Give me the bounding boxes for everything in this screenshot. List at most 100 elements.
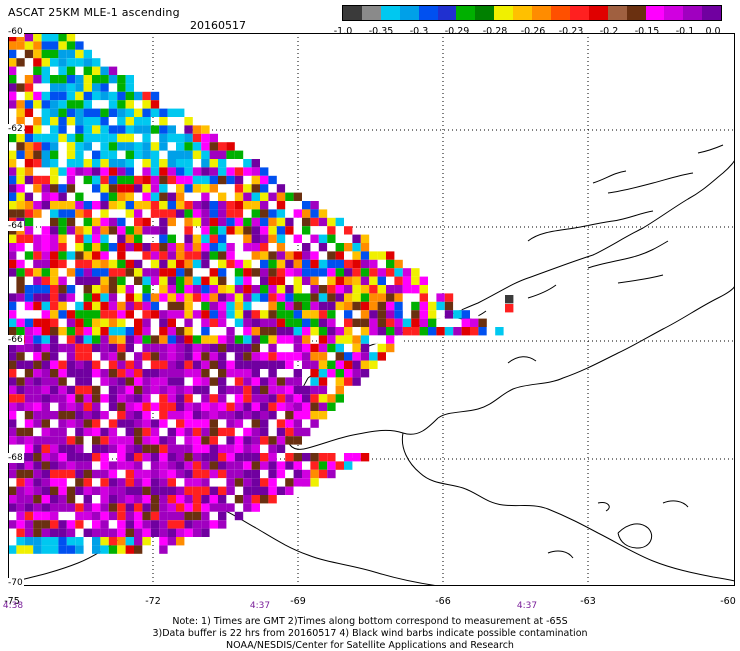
wind-cell: [293, 411, 302, 420]
wind-cell: [41, 251, 50, 260]
wind-cell: [16, 201, 25, 210]
wind-cell: [327, 469, 336, 479]
wind-cell: [50, 58, 59, 67]
wind-cell: [50, 276, 59, 285]
wind-cell: [260, 461, 269, 470]
wind-cell: [167, 369, 176, 378]
wind-cell: [41, 537, 50, 546]
wind-cell: [201, 293, 210, 302]
wind-cell: [142, 537, 151, 546]
wind-cell: [16, 285, 25, 294]
wind-cell: [58, 117, 67, 126]
wind-cell: [41, 377, 50, 386]
wind-cell: [24, 436, 34, 445]
wind-cell: [16, 293, 25, 302]
wind-cell: [159, 453, 168, 462]
wind-cell: [276, 427, 286, 437]
wind-cell: [150, 226, 160, 235]
wind-cell: [226, 150, 235, 159]
wind-cell: [234, 217, 244, 227]
wind-cell: [344, 360, 353, 369]
wind-cell: [335, 394, 344, 403]
wind-cell: [58, 545, 67, 554]
wind-cell: [360, 276, 370, 285]
wind-cell: [41, 486, 50, 495]
wind-cell: [8, 234, 17, 243]
colorbar-label: -0.23: [558, 26, 584, 37]
wind-cell: [243, 192, 252, 201]
wind-cell: [344, 453, 353, 462]
wind-cell: [226, 478, 235, 487]
wind-cell: [50, 41, 59, 50]
wind-cell: [100, 217, 109, 227]
wind-cell: [209, 251, 218, 260]
wind-cell: [184, 503, 193, 512]
wind-cell: [16, 511, 25, 521]
wind-cell: [335, 243, 344, 252]
wind-cell: [24, 343, 34, 353]
wind-cell: [16, 83, 25, 92]
wind-cell: [234, 159, 244, 168]
wind-cell: [184, 192, 193, 201]
wind-cell: [41, 360, 50, 369]
wind-cell: [251, 419, 260, 428]
wind-cell: [142, 243, 151, 252]
wind-cell: [218, 478, 227, 487]
wind-cell: [411, 268, 420, 277]
wind-cell: [75, 100, 84, 109]
wind-cell: [386, 285, 395, 294]
wind-cell: [33, 436, 42, 445]
wind-cell: [192, 503, 202, 512]
wind-cell: [16, 327, 25, 336]
wind-cell: [58, 436, 67, 445]
wind-cell: [360, 259, 370, 269]
wind-cell: [159, 503, 168, 512]
wind-cell: [8, 360, 17, 369]
wind-cell: [276, 276, 286, 285]
wind-cell: [310, 217, 319, 227]
wind-cell: [285, 217, 294, 227]
wind-cell: [108, 427, 118, 437]
wind-cell: [167, 243, 176, 252]
wind-cell: [41, 184, 50, 193]
wind-cell: [310, 461, 319, 470]
wind-cell: [8, 343, 17, 353]
wind-cell: [92, 444, 101, 453]
wind-cell: [335, 276, 344, 285]
wind-cell: [386, 293, 395, 302]
wind-cell: [218, 427, 227, 437]
wind-cell: [50, 520, 59, 529]
wind-cell: [335, 226, 344, 235]
wind-cell: [327, 301, 336, 311]
wind-cell: [75, 301, 84, 311]
wind-cell: [134, 125, 143, 134]
wind-cell: [218, 486, 227, 495]
wind-cell: [33, 511, 42, 521]
wind-cell: [218, 394, 227, 403]
wind-cell: [8, 100, 17, 109]
wind-cell: [293, 377, 302, 386]
colorbar-label: -0.35: [368, 26, 394, 37]
wind-cell: [66, 75, 76, 84]
wind-cell: [293, 209, 302, 218]
wind-cell: [50, 352, 59, 361]
wind-cell: [50, 419, 59, 428]
wind-cell: [16, 209, 25, 218]
wind-cell: [260, 360, 269, 369]
wind-cell: [285, 486, 294, 495]
coastline: [8, 144, 735, 586]
wind-cell: [125, 436, 134, 445]
wind-cell: [352, 360, 361, 369]
wind-cell: [33, 394, 42, 403]
wind-cell: [167, 159, 176, 168]
wind-cell: [159, 276, 168, 285]
wind-cell: [100, 91, 109, 101]
wind-cell: [285, 209, 294, 218]
wind-cell: [243, 243, 252, 252]
wind-cell: [142, 175, 151, 185]
wind-cell: [100, 243, 109, 252]
wind-cell: [327, 234, 336, 243]
wind-cell: [234, 352, 244, 361]
wind-cell: [201, 251, 210, 260]
wind-cell: [243, 453, 252, 462]
